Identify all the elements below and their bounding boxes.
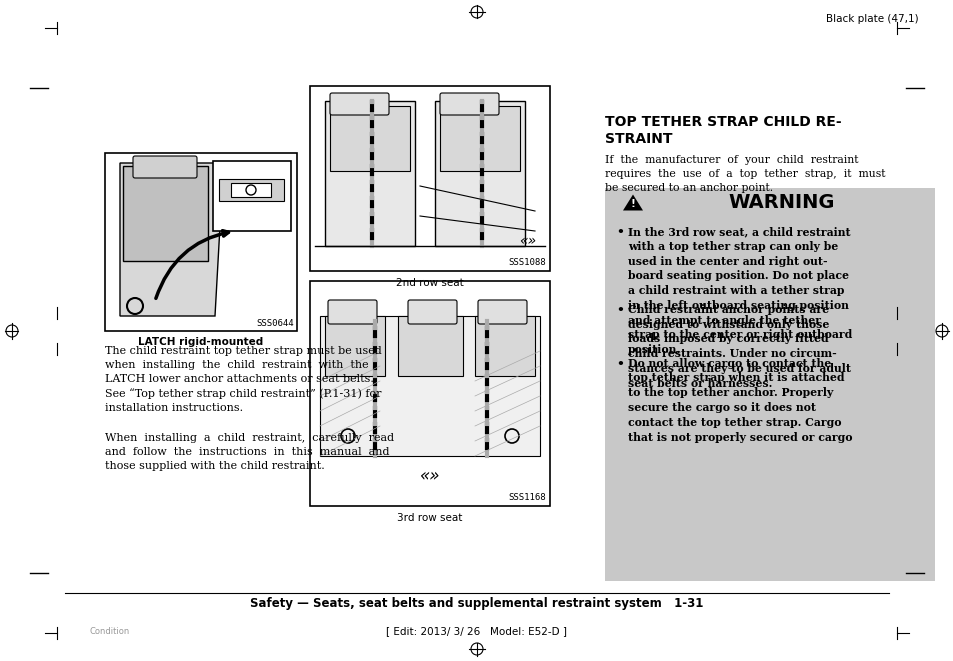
Bar: [325, 316, 385, 376]
Bar: [105, 153, 296, 331]
Bar: [310, 86, 550, 271]
Bar: [604, 188, 934, 218]
Text: When  installing  a  child  restraint,  carefully  read
and  follow  the  instru: When installing a child restraint, caref…: [105, 433, 394, 471]
Text: If  the  manufacturer  of  your  child  restraint
requires  the  use  of  a  top: If the manufacturer of your child restra…: [604, 155, 884, 193]
Bar: [439, 106, 519, 171]
Text: Condition: Condition: [90, 627, 131, 635]
Polygon shape: [622, 194, 642, 210]
Text: WARNING: WARNING: [728, 194, 835, 212]
FancyBboxPatch shape: [439, 93, 498, 115]
Text: 3rd row seat: 3rd row seat: [396, 513, 462, 523]
Text: SSS1168: SSS1168: [508, 493, 545, 502]
Text: «»: «»: [419, 467, 439, 485]
Bar: [330, 106, 410, 171]
Text: •: •: [616, 358, 623, 371]
Text: SSS1088: SSS1088: [508, 258, 545, 267]
Text: TOP TETHER STRAP CHILD RE-
STRAINT: TOP TETHER STRAP CHILD RE- STRAINT: [604, 115, 841, 146]
Text: !: !: [630, 199, 635, 209]
Bar: [231, 183, 271, 197]
Text: In the 3rd row seat, a child restraint
with a top tether strap can only be
used : In the 3rd row seat, a child restraint w…: [627, 226, 851, 355]
Text: •: •: [616, 304, 623, 317]
Text: 2nd row seat: 2nd row seat: [395, 278, 463, 288]
FancyBboxPatch shape: [132, 156, 196, 178]
Text: «»: «»: [518, 234, 536, 248]
Text: [ Edit: 2013/ 3/ 26   Model: E52-D ]: [ Edit: 2013/ 3/ 26 Model: E52-D ]: [386, 626, 567, 636]
Bar: [397, 316, 462, 376]
Text: Child restraint anchor points are
designed to withstand only those
loads imposed: Child restraint anchor points are design…: [627, 304, 850, 389]
Bar: [123, 166, 208, 261]
FancyBboxPatch shape: [328, 300, 376, 324]
Text: LATCH rigid-mounted: LATCH rigid-mounted: [138, 337, 263, 347]
Bar: [604, 218, 934, 581]
Text: •: •: [616, 226, 623, 239]
FancyBboxPatch shape: [477, 300, 526, 324]
Text: SSS0644: SSS0644: [256, 319, 294, 328]
Polygon shape: [120, 163, 230, 316]
Text: Do not allow cargo to contact the
top tether strap when it is attached
to the to: Do not allow cargo to contact the top te…: [627, 358, 852, 442]
Bar: [319, 316, 539, 456]
Text: Black plate (47,1): Black plate (47,1): [825, 14, 918, 24]
FancyBboxPatch shape: [330, 93, 389, 115]
Bar: [475, 316, 535, 376]
Bar: [435, 101, 524, 246]
FancyBboxPatch shape: [408, 300, 456, 324]
Bar: [325, 101, 415, 246]
Text: The child restraint top tether strap must be used
when  installing  the  child  : The child restraint top tether strap mus…: [105, 346, 381, 413]
Bar: [213, 161, 291, 231]
Text: Safety — Seats, seat belts and supplemental restraint system   1-31: Safety — Seats, seat belts and supplemen…: [250, 597, 703, 610]
Bar: [219, 179, 284, 201]
Bar: [310, 281, 550, 506]
